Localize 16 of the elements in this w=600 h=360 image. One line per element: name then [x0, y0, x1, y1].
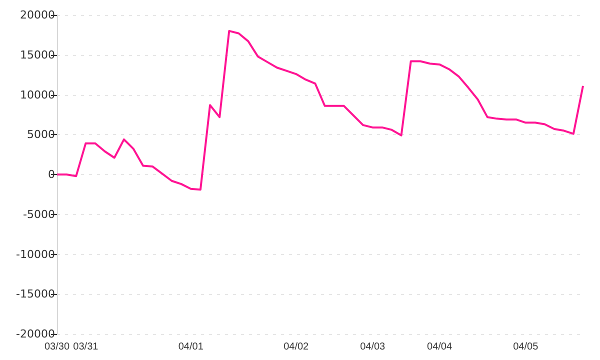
x-tick-label: 04/04 [427, 342, 452, 352]
x-tick-label: 04/02 [284, 342, 310, 352]
x-tick-label: 04/03 [360, 342, 386, 352]
x-tick-label: 03/31 [73, 342, 99, 352]
y-tick-label: 10000 [20, 88, 55, 102]
y-tick-label: -10000 [16, 248, 55, 261]
x-tick-label: 03/30 [44, 342, 70, 352]
x-tick-label: 04/05 [513, 342, 539, 352]
line-series [56, 30, 584, 191]
y-tick-label: -15000 [16, 288, 55, 301]
y-tick-label: -20000 [16, 328, 55, 340]
y-tick-label: -5000 [23, 208, 55, 221]
y-tick-label: 20000 [20, 8, 55, 22]
y-tick-label: 15000 [20, 48, 55, 62]
y-tick-label: 5000 [27, 128, 55, 142]
x-tick-label: 04/01 [178, 342, 204, 352]
